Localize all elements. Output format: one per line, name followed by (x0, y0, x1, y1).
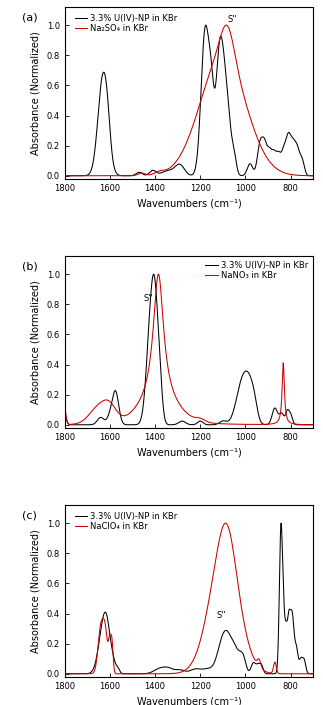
Y-axis label: Absorbance (Normalized): Absorbance (Normalized) (31, 280, 41, 404)
Line: 3.3% U(IV)-NP in KBr: 3.3% U(IV)-NP in KBr (65, 523, 313, 674)
3.3% U(IV)-NP in KBr (63, 670, 67, 678)
NaClO₄ in KBr (158, 670, 162, 678)
NaClO₄ in KBr (169, 669, 173, 678)
Na₂SO₄ in KBr (158, 166, 162, 175)
3.3% U(IV)-NP in KBr (158, 354, 162, 362)
X-axis label: Wavenumbers (cm⁻¹): Wavenumbers (cm⁻¹) (137, 198, 241, 208)
3.3% U(IV)-NP in KBr (204, 21, 208, 30)
3.3% U(IV)-NP in KBr (91, 159, 95, 167)
3.3% U(IV)-NP in KBr (279, 519, 283, 527)
Text: S'': S'' (216, 611, 226, 620)
3.3% U(IV)-NP in KBr (158, 169, 162, 178)
NaNO₃ in KBr (311, 421, 315, 429)
Na₂SO₄ in KBr (91, 171, 95, 180)
3.3% U(IV)-NP in KBr (311, 421, 315, 429)
NaNO₃ in KBr (169, 378, 173, 386)
NaClO₄ in KBr (91, 669, 95, 678)
Line: Na₂SO₄ in KBr: Na₂SO₄ in KBr (65, 25, 313, 176)
3.3% U(IV)-NP in KBr (63, 411, 67, 419)
3.3% U(IV)-NP in KBr (280, 147, 284, 155)
NaNO₃ in KBr (156, 270, 160, 278)
X-axis label: Wavenumbers (cm⁻¹): Wavenumbers (cm⁻¹) (137, 447, 241, 458)
Na₂SO₄ in KBr (307, 171, 310, 180)
Legend: 3.3% U(IV)-NP in KBr, NaNO₃ in KBr: 3.3% U(IV)-NP in KBr, NaNO₃ in KBr (204, 260, 309, 281)
NaNO₃ in KBr (280, 393, 284, 402)
Legend: 3.3% U(IV)-NP in KBr, NaClO₄ in KBr: 3.3% U(IV)-NP in KBr, NaClO₄ in KBr (74, 511, 179, 532)
3.3% U(IV)-NP in KBr (106, 94, 110, 102)
3.3% U(IV)-NP in KBr (280, 527, 284, 535)
3.3% U(IV)-NP in KBr (169, 664, 173, 673)
Line: 3.3% U(IV)-NP in KBr: 3.3% U(IV)-NP in KBr (65, 25, 313, 176)
Line: NaNO₃ in KBr: NaNO₃ in KBr (65, 274, 313, 425)
Y-axis label: Absorbance (Normalized): Absorbance (Normalized) (31, 31, 41, 155)
Legend: 3.3% U(IV)-NP in KBr, Na₂SO₄ in KBr: 3.3% U(IV)-NP in KBr, Na₂SO₄ in KBr (74, 13, 179, 34)
Na₂SO₄ in KBr (63, 171, 67, 180)
NaClO₄ in KBr (224, 519, 227, 527)
Na₂SO₄ in KBr (169, 163, 173, 171)
NaClO₄ in KBr (307, 670, 310, 678)
NaClO₄ in KBr (311, 670, 315, 678)
Text: (a): (a) (22, 12, 38, 22)
3.3% U(IV)-NP in KBr (304, 421, 308, 429)
3.3% U(IV)-NP in KBr (307, 171, 310, 180)
NaClO₄ in KBr (280, 670, 284, 678)
Na₂SO₄ in KBr (311, 171, 315, 180)
Y-axis label: Absorbance (Normalized): Absorbance (Normalized) (31, 529, 41, 653)
Na₂SO₄ in KBr (224, 21, 228, 30)
Na₂SO₄ in KBr (280, 168, 284, 176)
NaNO₃ in KBr (106, 396, 110, 405)
Text: S'': S'' (227, 15, 237, 24)
Text: (c): (c) (22, 510, 37, 520)
Na₂SO₄ in KBr (106, 171, 110, 180)
Text: S'': S'' (144, 294, 153, 303)
Text: (b): (b) (22, 262, 38, 271)
3.3% U(IV)-NP in KBr (91, 666, 95, 674)
NaClO₄ in KBr (106, 637, 110, 646)
X-axis label: Wavenumbers (cm⁻¹): Wavenumbers (cm⁻¹) (137, 697, 241, 705)
3.3% U(IV)-NP in KBr (106, 615, 110, 624)
3.3% U(IV)-NP in KBr (311, 670, 315, 678)
3.3% U(IV)-NP in KBr (169, 420, 173, 429)
NaNO₃ in KBr (91, 405, 95, 414)
3.3% U(IV)-NP in KBr (280, 409, 284, 417)
3.3% U(IV)-NP in KBr (169, 166, 173, 174)
3.3% U(IV)-NP in KBr (63, 171, 67, 180)
3.3% U(IV)-NP in KBr (307, 421, 310, 429)
3.3% U(IV)-NP in KBr (311, 171, 315, 180)
3.3% U(IV)-NP in KBr (307, 669, 310, 678)
Line: NaClO₄ in KBr: NaClO₄ in KBr (65, 523, 313, 674)
Line: 3.3% U(IV)-NP in KBr: 3.3% U(IV)-NP in KBr (65, 274, 313, 425)
NaNO₃ in KBr (158, 278, 162, 286)
3.3% U(IV)-NP in KBr (151, 270, 155, 278)
NaNO₃ in KBr (307, 420, 310, 429)
3.3% U(IV)-NP in KBr (158, 663, 162, 672)
NaNO₃ in KBr (63, 404, 67, 412)
3.3% U(IV)-NP in KBr (106, 412, 110, 421)
NaClO₄ in KBr (63, 670, 67, 678)
3.3% U(IV)-NP in KBr (91, 420, 95, 429)
